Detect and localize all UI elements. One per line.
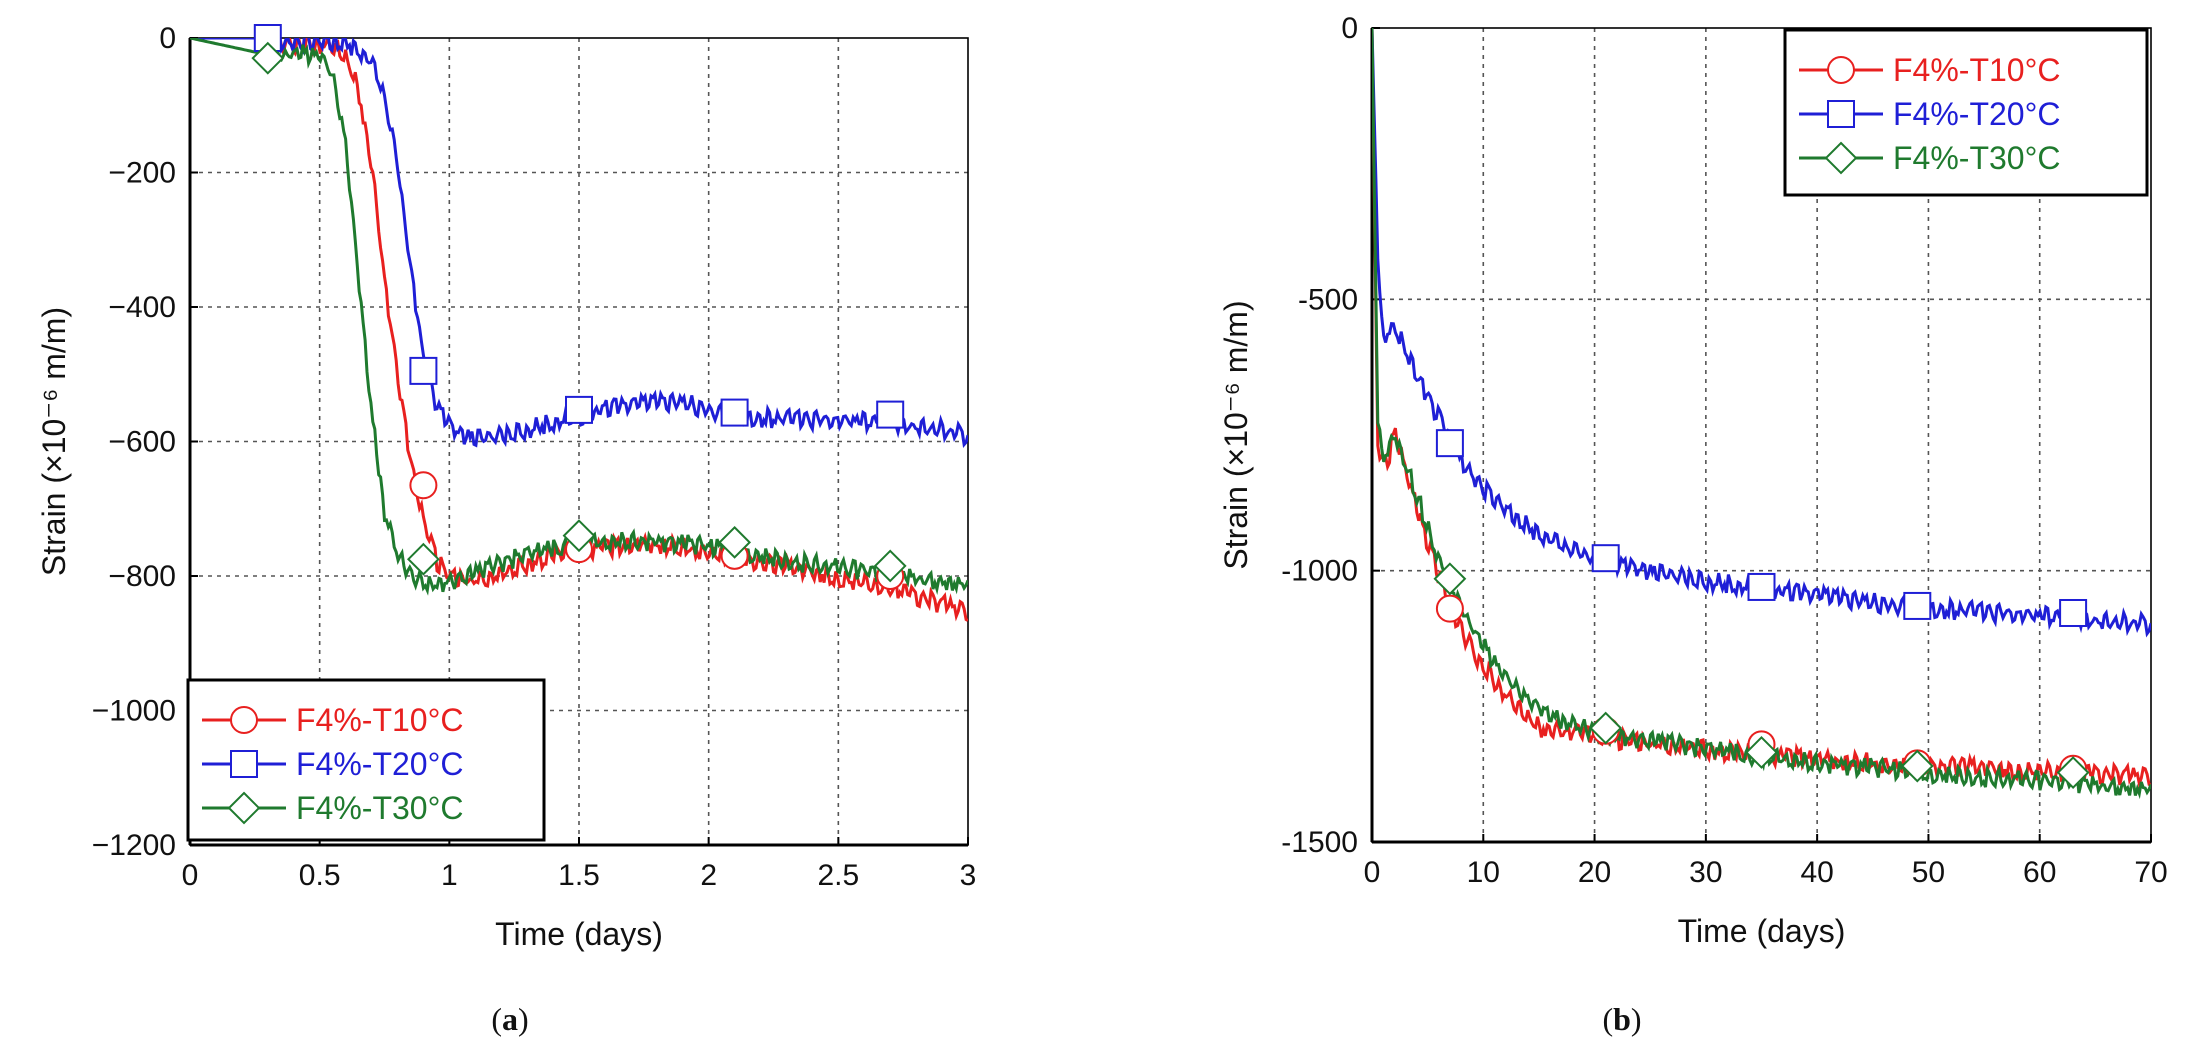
marker-square [720, 398, 749, 427]
legend-entry-label: F4%-T10°C [296, 702, 464, 738]
x-tick-label: 3 [960, 859, 977, 892]
x-tick-label: 2 [700, 859, 717, 892]
y-tick-label: −800 [108, 560, 176, 593]
y-tick-label: -1500 [1281, 826, 1358, 859]
marker-diamond [718, 525, 752, 559]
marker-square [565, 395, 593, 424]
marker-diamond [1745, 736, 1778, 769]
x-tick-label: 20 [1578, 856, 1611, 889]
marker-diamond [1824, 141, 1858, 175]
marker-circle [230, 706, 258, 734]
marker-square [1903, 591, 1932, 620]
marker-diamond [251, 41, 285, 75]
legend: F4%-T10°C F4%-T20°C F4%-T30°C [1783, 28, 2149, 197]
x-tick-label: 0 [182, 859, 199, 892]
chart-panel-b: 0 10 20 30 40 50 60 70 0 -500 -1000 -1500 Time (days… [1218, 12, 2168, 1037]
legend-entry-label: F4%-T30°C [296, 790, 464, 826]
marker-square [876, 400, 905, 429]
legend-entry-label: F4%-T10°C [1893, 52, 2061, 88]
x-tick-label: 70 [2134, 856, 2167, 889]
x-axis-label: Time (days) [1678, 913, 1846, 949]
y-tick-label: 0 [1341, 12, 1358, 45]
marker-square [1747, 572, 1776, 601]
marker-diamond [1433, 562, 1467, 596]
x-tick-label: 0.5 [299, 859, 341, 892]
y-tick-label: −1200 [92, 829, 176, 862]
y-tick-label: -1000 [1281, 555, 1358, 588]
x-axis-label: Time (days) [495, 916, 663, 952]
marker-diamond [406, 542, 440, 576]
x-tick-label: 50 [1912, 856, 1945, 889]
marker-square [2059, 598, 2088, 627]
marker-circle [1435, 594, 1464, 623]
y-tick-label: −400 [108, 291, 176, 324]
legend-entry-label: F4%-T20°C [1893, 96, 2061, 132]
y-tick-label: -500 [1298, 283, 1358, 316]
x-tick-label: 1.5 [558, 859, 600, 892]
x-tick-label: 30 [1689, 856, 1722, 889]
x-tick-label: 2.5 [817, 859, 859, 892]
marker-diamond [2056, 756, 2090, 789]
chart-panel-a: 0 0.5 1 1.5 2 2.5 3 0 −200 −400 −600 −800 −1000 −1200… [36, 22, 976, 1037]
y-tick-label: 0 [159, 22, 176, 55]
x-tick-label: 1 [441, 859, 458, 892]
x-tick-label: 0 [1364, 856, 1381, 889]
marker-diamond [562, 519, 596, 553]
marker-square [1827, 100, 1855, 128]
x-tick-label: 60 [2023, 856, 2056, 889]
legend-entry-label: F4%-T30°C [1893, 140, 2061, 176]
marker-diamond [1589, 711, 1623, 745]
marker-diamond [227, 791, 261, 825]
marker-diamond [1900, 749, 1934, 783]
legend: F4%-T10°C F4%-T20°C F4%-T30°C [186, 678, 546, 842]
x-tick-label: 40 [1800, 856, 1833, 889]
legend-entry-label: F4%-T20°C [296, 746, 464, 782]
marker-square [409, 356, 438, 385]
y-tick-label: −200 [108, 157, 176, 190]
panel-caption: (a) [491, 1001, 528, 1037]
marker-diamond [873, 549, 907, 583]
y-tick-label: −1000 [92, 695, 176, 728]
y-axis-label: Strain (×10⁻⁶ m/m) [36, 307, 72, 576]
x-tick-label: 10 [1467, 856, 1500, 889]
marker-square [230, 750, 258, 778]
marker-square [1435, 429, 1464, 458]
marker-circle [1827, 56, 1855, 84]
y-axis-label: Strain (×10⁻⁶ m/m) [1218, 300, 1254, 569]
marker-circle [409, 471, 438, 500]
marker-square [1591, 544, 1620, 573]
y-tick-label: −600 [108, 426, 176, 459]
panel-caption: (b) [1602, 1001, 1641, 1037]
